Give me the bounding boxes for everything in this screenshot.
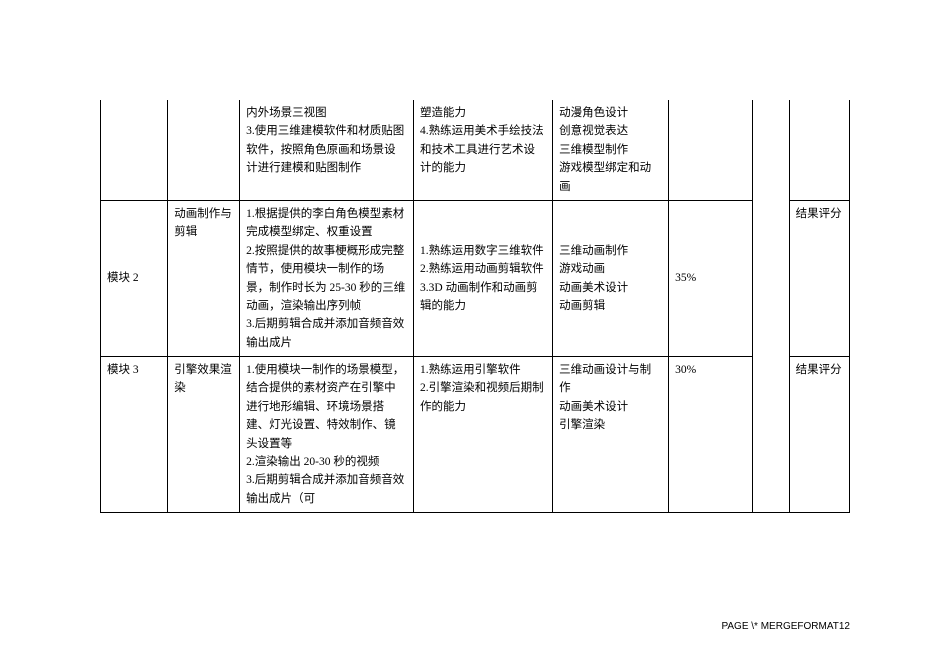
cell-module: 模块 2 bbox=[101, 200, 168, 356]
cell-name bbox=[168, 100, 240, 200]
table-row: 模块 2 动画制作与剪辑 1.根据提供的李白角色模型素材完成模型绑定、权重设置2… bbox=[101, 200, 850, 356]
cell-eval: 结果评分 bbox=[789, 357, 849, 513]
cell-course: 动漫角色设计创意视觉表达三维模型制作游戏模型绑定和动画 bbox=[553, 100, 669, 200]
cell-eval bbox=[789, 100, 849, 200]
cell-blank bbox=[752, 100, 789, 513]
cell-course: 三维动画设计与制作动画美术设计引擎渲染 bbox=[553, 357, 669, 513]
cell-task: 1.根据提供的李白角色模型素材完成模型绑定、权重设置2.按照提供的故事梗概形成完… bbox=[240, 200, 414, 356]
cell-name: 动画制作与剪辑 bbox=[168, 200, 240, 356]
cell-module: 模块 3 bbox=[101, 357, 168, 513]
cell-module bbox=[101, 100, 168, 200]
document-page: 内外场景三视图3.使用三维建模软件和材质贴图软件，按照角色原画和场景设计进行建模… bbox=[0, 0, 950, 513]
cell-task: 内外场景三视图3.使用三维建模软件和材质贴图软件，按照角色原画和场景设计进行建模… bbox=[240, 100, 414, 200]
cell-name: 引擎效果渲染 bbox=[168, 357, 240, 513]
cell-skill: 塑造能力4.熟练运用美术手绘技法和技术工具进行艺术设计的能力 bbox=[414, 100, 553, 200]
cell-skill: 1.熟练运用引擎软件2.引擎渲染和视频后期制作的能力 bbox=[414, 357, 553, 513]
cell-task: 1.使用模块一制作的场景模型，结合提供的素材资产在引擎中进行地形编辑、环境场景搭… bbox=[240, 357, 414, 513]
cell-course: 三维动画制作游戏动画动画美术设计动画剪辑 bbox=[553, 200, 669, 356]
cell-weight: 30% bbox=[669, 357, 752, 513]
page-footer: PAGE \* MERGEFORMAT12 bbox=[721, 621, 850, 632]
module-table: 内外场景三视图3.使用三维建模软件和材质贴图软件，按照角色原画和场景设计进行建模… bbox=[100, 100, 850, 513]
cell-skill: 1.熟练运用数字三维软件2.熟练运用动画剪辑软件3.3D 动画制作和动画剪辑的能… bbox=[414, 200, 553, 356]
cell-eval: 结果评分 bbox=[789, 200, 849, 356]
table-row: 模块 3 引擎效果渲染 1.使用模块一制作的场景模型，结合提供的素材资产在引擎中… bbox=[101, 357, 850, 513]
table-row: 内外场景三视图3.使用三维建模软件和材质贴图软件，按照角色原画和场景设计进行建模… bbox=[101, 100, 850, 200]
cell-weight: 35% bbox=[669, 200, 752, 356]
cell-weight bbox=[669, 100, 752, 200]
